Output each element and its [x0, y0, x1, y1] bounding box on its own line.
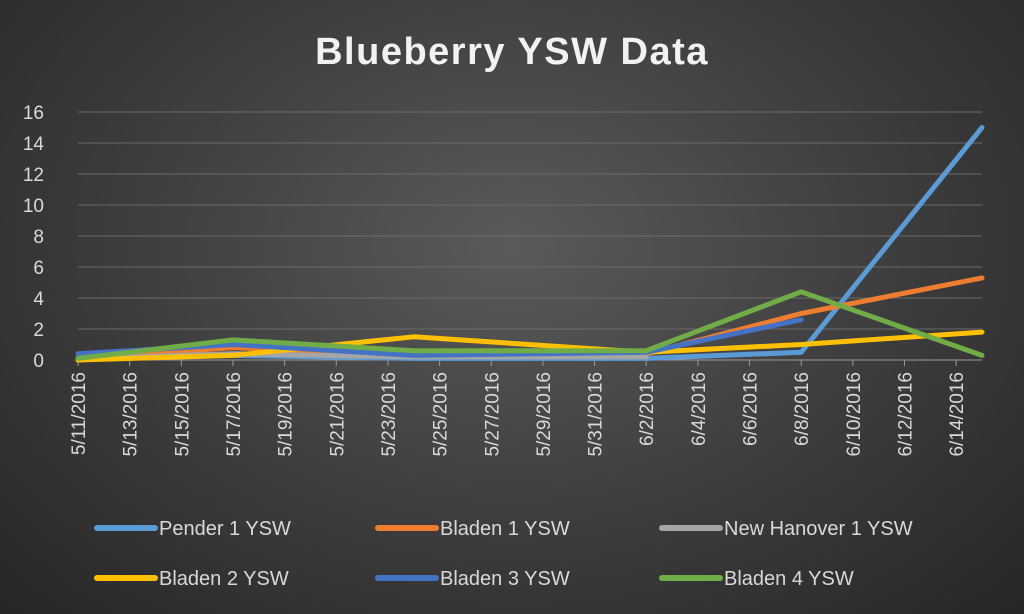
y-tick-label: 0 — [33, 351, 44, 372]
x-tick-label: 6/10/2016 — [844, 372, 865, 457]
x-tick-label: 5/23/2016 — [379, 372, 400, 457]
y-tick-label: 14 — [23, 134, 45, 155]
y-tick-label: 12 — [23, 165, 44, 186]
legend-label: Bladen 3 YSW — [440, 568, 570, 590]
x-tick-label: 5/15/2016 — [172, 372, 193, 457]
x-axis: 5/11/2016 5/13/2016 5/15/2016 5/17/2016 5/19… — [69, 360, 968, 457]
legend-label: Pender 1 YSW — [159, 518, 291, 540]
legend-label: Bladen 4 YSW — [724, 568, 854, 590]
y-tick-label: 4 — [33, 289, 44, 310]
x-tick-label: 6/2/2016 — [637, 372, 658, 446]
x-tick-label: 5/19/2016 — [276, 372, 297, 457]
legend-label: Bladen 2 YSW — [159, 568, 289, 590]
legend-label: Bladen 1 YSW — [440, 518, 570, 540]
y-tick-label: 8 — [33, 227, 44, 248]
series-line-1 — [75, 125, 985, 361]
x-tick-label: 5/11/2016 — [69, 372, 90, 455]
x-tick-label: 5/21/2016 — [327, 372, 348, 457]
x-tick-label: 5/25/2016 — [431, 372, 452, 457]
x-tick-label: 6/4/2016 — [689, 372, 710, 446]
x-tick-label: 5/27/2016 — [482, 372, 503, 457]
x-tick-label: 5/17/2016 — [224, 372, 245, 457]
legend: Pender 1 YSW Bladen 1 YSW New Hanover 1 YS… — [94, 518, 913, 590]
x-tick-label: 5/31/2016 — [586, 372, 607, 457]
chart-title: Blueberry YSW Data — [315, 31, 709, 73]
x-tick-label: 5/29/2016 — [534, 372, 555, 457]
y-tick-label: 10 — [23, 196, 44, 217]
x-tick-label: 6/6/2016 — [741, 372, 762, 446]
gridlines — [78, 111, 982, 361]
series-line-4 — [75, 329, 985, 363]
series-line-6 — [75, 289, 985, 361]
series-lines — [75, 125, 985, 363]
x-tick-label: 6/12/2016 — [896, 372, 917, 457]
x-tick-label: 6/14/2016 — [947, 372, 968, 457]
y-tick-label: 6 — [33, 258, 44, 279]
x-tick-label: 6/8/2016 — [792, 372, 813, 446]
y-tick-label: 16 — [23, 103, 44, 124]
y-tick-label: 2 — [33, 320, 44, 341]
legend-label: New Hanover 1 YSW — [724, 518, 913, 540]
y-axis-ticks: 0 2 4 6 8 10 12 14 16 — [23, 103, 45, 372]
x-tick-label: 5/13/2016 — [121, 372, 142, 457]
